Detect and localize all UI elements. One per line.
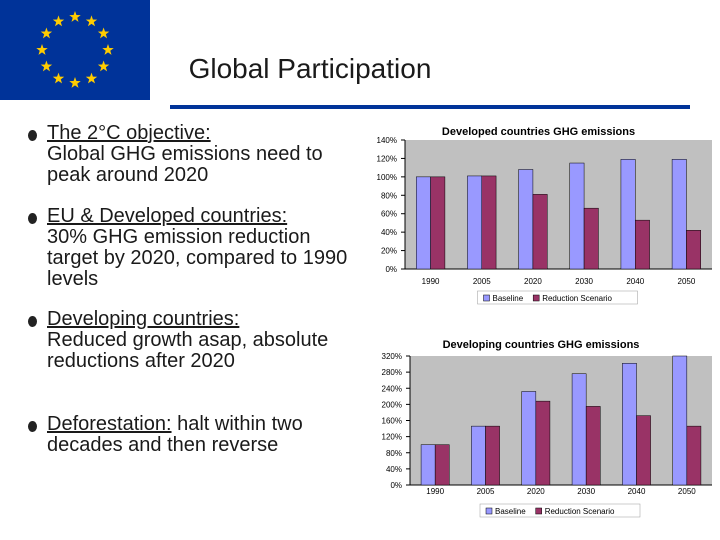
bar bbox=[569, 162, 585, 270]
bar bbox=[671, 159, 687, 270]
bar bbox=[686, 230, 701, 270]
flag-stars bbox=[36, 11, 114, 88]
x-tick-label: 2020 bbox=[524, 277, 542, 286]
flag-star bbox=[85, 15, 98, 27]
bullet-text: Global GHG emissions need to peak around… bbox=[47, 143, 323, 186]
bullet-heading: Deforestation: bbox=[47, 413, 172, 435]
chart: Developed countries GHG emissions 0% 20% 40… bbox=[377, 126, 712, 305]
x-tick-label: 2020 bbox=[527, 487, 545, 496]
y-tick-label: 100% bbox=[377, 173, 397, 182]
flag-star bbox=[102, 44, 114, 55]
x-tick-label: 1990 bbox=[426, 487, 444, 496]
bar bbox=[434, 444, 450, 486]
plot-area bbox=[410, 356, 712, 485]
x-tick-label: 2040 bbox=[628, 487, 646, 496]
y-tick-label: 120% bbox=[377, 154, 397, 163]
y-tick-label: 80% bbox=[381, 191, 397, 200]
bar bbox=[430, 176, 446, 270]
y-tick-label: 240% bbox=[382, 384, 402, 393]
bar bbox=[571, 373, 587, 486]
x-tick-label: 2005 bbox=[477, 487, 495, 496]
y-tick-label: 0% bbox=[385, 265, 397, 274]
bullet-text: halt within two decades and then reverse bbox=[47, 413, 303, 456]
chart: Developing countries GHG emissions 0% 40% 8… bbox=[382, 339, 712, 518]
x-tick-label: 2030 bbox=[575, 277, 593, 286]
bar bbox=[686, 425, 702, 486]
legend-swatch bbox=[532, 294, 540, 302]
flag-star bbox=[36, 44, 48, 55]
bullet-text: 30% GHG emission reduction target by 202… bbox=[47, 226, 348, 290]
slide-title: Global Participation bbox=[189, 53, 432, 84]
y-tick-label: 160% bbox=[382, 417, 402, 426]
bullet: The 2°C objective: Global GHG emissions n… bbox=[28, 123, 358, 186]
bullet-text: Reduced growth asap, absolute reductions… bbox=[47, 329, 329, 372]
chart-title: Developed countries GHG emissions bbox=[442, 126, 635, 138]
flag-star bbox=[97, 60, 110, 72]
bullet: Deforestation: halt within two decades a… bbox=[28, 414, 358, 456]
y-tick-label: 20% bbox=[381, 247, 397, 256]
bar bbox=[416, 176, 431, 270]
bar bbox=[420, 444, 436, 486]
y-tick-label: 40% bbox=[386, 465, 402, 474]
flag-star bbox=[52, 15, 65, 27]
legend-box bbox=[477, 290, 638, 305]
y-tick-label: 40% bbox=[381, 228, 397, 237]
flag-star bbox=[85, 72, 98, 84]
y-tick-label: 120% bbox=[382, 433, 402, 442]
flag-star bbox=[69, 77, 81, 88]
y-tick-label: 140% bbox=[377, 136, 397, 145]
x-tick-label: 2005 bbox=[473, 277, 491, 286]
legend-swatch bbox=[485, 507, 493, 515]
bar bbox=[467, 175, 483, 270]
legend: Baseline Reduction Scenario bbox=[479, 503, 641, 518]
bullet-heading: Developing countries: bbox=[47, 308, 240, 330]
bar bbox=[622, 363, 637, 486]
y-tick-label: 0% bbox=[390, 481, 402, 490]
legend-label: Reduction Scenario bbox=[542, 294, 612, 303]
bar bbox=[518, 169, 534, 270]
legend: Baseline Reduction Scenario bbox=[477, 290, 638, 305]
x-tick-label: 2050 bbox=[678, 487, 696, 496]
x-tick-label: 2030 bbox=[577, 487, 595, 496]
bullet: EU & Developed countries: 30% GHG emissio… bbox=[28, 206, 358, 290]
legend-swatch bbox=[535, 507, 542, 515]
flag-star bbox=[97, 27, 110, 39]
bar bbox=[532, 194, 548, 270]
bar bbox=[672, 355, 688, 486]
flag-star bbox=[52, 72, 65, 84]
legend-box bbox=[479, 503, 641, 518]
bar bbox=[481, 175, 497, 270]
bar bbox=[635, 219, 650, 270]
legend-swatch bbox=[483, 294, 490, 302]
bar bbox=[471, 425, 486, 486]
bar bbox=[521, 391, 537, 486]
legend-label: Baseline bbox=[493, 294, 524, 303]
y-tick-label: 280% bbox=[382, 368, 402, 377]
bullet-heading: EU & Developed countries: bbox=[47, 205, 288, 227]
bar bbox=[583, 207, 599, 270]
x-tick-label: 1990 bbox=[422, 277, 440, 286]
bullet: Developing countries: Reduced growth asap… bbox=[28, 309, 358, 372]
bar bbox=[636, 415, 651, 486]
legend-label: Reduction Scenario bbox=[545, 507, 615, 516]
bar bbox=[585, 406, 601, 486]
y-tick-label: 200% bbox=[382, 400, 402, 409]
x-tick-label: 2050 bbox=[678, 277, 696, 286]
flag-star bbox=[40, 60, 53, 72]
bar bbox=[535, 400, 551, 486]
chart-title: Developing countries GHG emissions bbox=[443, 339, 640, 351]
plot-area bbox=[405, 140, 712, 269]
legend-label: Baseline bbox=[495, 507, 526, 516]
x-tick-label: 2040 bbox=[626, 277, 644, 286]
y-tick-label: 80% bbox=[386, 449, 402, 458]
bullet-heading: The 2°C objective: bbox=[47, 122, 211, 144]
y-tick-label: 320% bbox=[382, 352, 402, 361]
bar bbox=[620, 159, 636, 270]
flag-star bbox=[40, 27, 53, 39]
y-tick-label: 60% bbox=[381, 210, 397, 219]
flag-star bbox=[69, 11, 81, 22]
bar bbox=[485, 425, 500, 486]
